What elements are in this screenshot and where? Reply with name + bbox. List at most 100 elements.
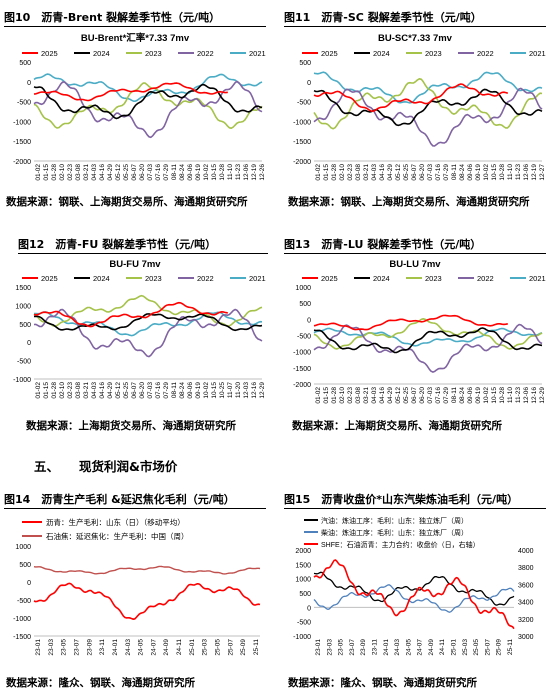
y-tick-label: 0 [307, 605, 311, 612]
y-tick-label: -1000 [13, 616, 31, 623]
x-tick-label: 11-20 [235, 382, 242, 399]
chart-fig11: BU-SC*7.33 7mv 2025 2024 2023 2022 2021 500 0 -5… [293, 33, 546, 181]
x-tick-label: 07-03 [147, 382, 154, 399]
series-line-2023 [33, 82, 263, 129]
y-tick-label: -1000 [13, 377, 31, 384]
legend-label: 沥青：生产毛利：山东（日）（移动平均） [46, 517, 185, 527]
legend-label: 2021 [529, 274, 546, 283]
source-note: 数据来源：钢联、上海期货交易所、海通期货研究所 [6, 196, 248, 208]
legend-label: 2021 [249, 274, 266, 283]
x-tick-label: 10-02 [203, 164, 210, 181]
x-tick-label: 08-11 [451, 164, 458, 181]
x-tick-label: 12-06 [243, 164, 250, 181]
x-tick-label: 05-12 [115, 164, 122, 181]
y-tick-label: -2000 [293, 159, 311, 166]
x-tick-label: 01-28 [51, 382, 58, 399]
chart-fig13: BU-LU 7mv 2025 2024 2023 2022 2021 1000 500 0 -50… [293, 259, 546, 404]
legend-label: 2022 [477, 49, 494, 58]
legend-label: 2021 [529, 49, 546, 58]
series-line-2023 [33, 294, 263, 327]
series-line-2025 [33, 301, 228, 328]
x-tick-label: 08-24 [459, 387, 466, 404]
y-tick-label: 1500 [15, 285, 31, 292]
legend-label: 2024 [93, 49, 110, 58]
legend-label: 2024 [373, 274, 390, 283]
x-tick-label: 24-11 [439, 639, 446, 656]
x-tick-label: 10-15 [211, 164, 218, 181]
x-tick-label: 24-01 [112, 639, 119, 656]
series-line-2025 [33, 82, 228, 102]
x-tick-label: 08-11 [171, 382, 178, 399]
x-tick-label: 25-09 [240, 639, 247, 656]
y2-tick-label: 4000 [518, 548, 534, 555]
series-line-2024 [313, 327, 543, 354]
legend-label: 2025 [321, 49, 338, 58]
legend-label: 2023 [145, 274, 162, 283]
x-tick-label: 01-15 [323, 387, 330, 404]
figure-title: 图15 沥青收盘价*山东汽柴炼油毛利（元/吨） [284, 493, 519, 506]
series-line-2022 [33, 308, 263, 358]
x-tick-label: 03-21 [83, 382, 90, 399]
legend-label: 2025 [41, 49, 58, 58]
x-tick-label: 12-03 [243, 382, 250, 399]
x-tick-label: 04-29 [107, 382, 114, 399]
y-tick-label: -500 [17, 598, 31, 605]
y-tick-label: 0 [307, 80, 311, 87]
y2-tick-label: 3000 [518, 634, 534, 641]
x-tick-label: 24-05 [405, 639, 412, 656]
x-tick-label: 12-27 [539, 164, 546, 181]
x-tick-label: 09-06 [467, 164, 474, 181]
x-tick-label: 24-07 [417, 639, 424, 656]
x-tick-label: 07-16 [435, 164, 442, 181]
x-tick-label: 08-11 [171, 164, 178, 181]
y-tick-label: 0 [307, 317, 311, 324]
x-tick-label: 06-20 [139, 382, 146, 399]
x-tick-label: 02-23 [67, 382, 74, 399]
x-tick-label: 23-11 [99, 639, 106, 656]
x-tick-label: 05-25 [123, 164, 130, 181]
x-tick-label: 10-02 [203, 382, 210, 399]
y2-tick-label: 3600 [518, 582, 534, 589]
x-tick-label: 08-11 [451, 387, 458, 404]
y-tick-label: -2000 [13, 159, 31, 166]
legend-label: 2023 [425, 49, 442, 58]
y2-tick-label: 3800 [518, 565, 534, 572]
x-tick-label: 09-19 [195, 382, 202, 399]
source-note: 数据来源：隆众、钢联、海通期货研究所 [288, 677, 477, 689]
x-tick-label: 23-07 [349, 639, 356, 656]
legend-label: 2023 [425, 274, 442, 283]
title-rule [284, 253, 546, 254]
y-tick-label: 500 [299, 301, 311, 308]
series-line-diesel [313, 584, 515, 613]
y-tick-label: -500 [17, 100, 31, 107]
series-line-2024 [313, 88, 543, 127]
x-tick-label: 24-07 [150, 639, 157, 656]
x-tick-label: 06-07 [131, 164, 138, 181]
x-tick-label: 01-28 [331, 387, 338, 404]
x-tick-label: 05-25 [403, 387, 410, 404]
x-tick-label: 02-23 [67, 164, 74, 181]
chart-title: BU-FU 7mv [109, 259, 161, 270]
y-tick-label: 1500 [295, 562, 311, 569]
x-tick-label: 10-15 [211, 382, 218, 399]
x-tick-label: 01-28 [331, 164, 338, 181]
x-tick-label: 25-05 [473, 639, 480, 656]
x-tick-label: 12-06 [523, 164, 530, 181]
x-tick-label: 01-15 [323, 164, 330, 181]
x-tick-label: 07-29 [163, 164, 170, 181]
x-tick-label: 25-07 [227, 639, 234, 656]
x-tick-label: 05-12 [115, 382, 122, 399]
x-tick-label: 01-02 [35, 382, 42, 399]
x-tick-label: 23-03 [48, 639, 55, 656]
x-tick-label: 08-24 [459, 164, 466, 181]
x-tick-label: 06-20 [419, 164, 426, 181]
source-note: 数据来源：隆众、钢联、海通期货研究所 [6, 677, 195, 689]
x-tick-label: 25-01 [451, 639, 458, 656]
x-tick-label: 25-11 [507, 639, 514, 656]
x-tick-label: 12-06 [523, 387, 530, 404]
series-line-coke [33, 565, 261, 575]
section-heading: 五、 现货利润&市场价 [34, 456, 197, 475]
x-tick-label: 24-11 [176, 639, 183, 656]
y-tick-label: -500 [297, 100, 311, 107]
x-tick-label: 23-05 [338, 639, 345, 656]
